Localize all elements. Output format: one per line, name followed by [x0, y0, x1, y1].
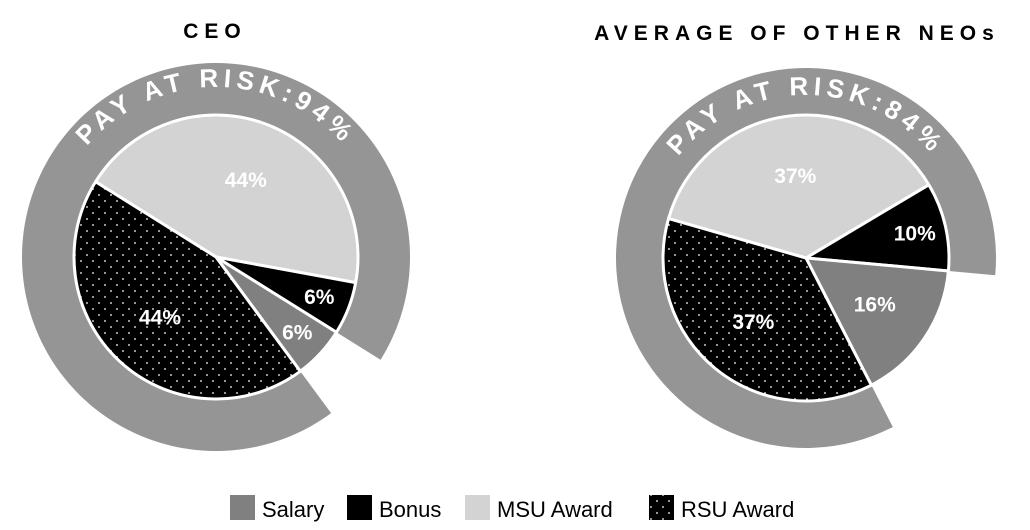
slice-label-rsu-award: 44% — [139, 306, 181, 329]
pie-slice-bonus — [804, 183, 951, 273]
legend-item-bonus: Bonus — [347, 495, 441, 522]
legend-label: MSU Award — [497, 497, 613, 522]
legend-label: Bonus — [379, 497, 441, 522]
legend-item-rsu-award: RSU Award — [649, 495, 794, 522]
legend-swatch — [230, 495, 255, 520]
ceo-chart: CEO PAY AT RISK:94% 44%6%6%44% — [22, 20, 411, 452]
pie-slice-salary — [804, 256, 950, 387]
slice-label-salary: 6% — [282, 321, 313, 344]
legend-swatch — [465, 495, 490, 520]
legend: Salary Bonus MSU Award RSU Award — [230, 495, 794, 522]
legend-swatch — [347, 495, 372, 520]
legend-swatch — [649, 495, 674, 520]
slice-label-salary: 16% — [854, 293, 896, 316]
slice-label-rsu-award: 37% — [732, 311, 774, 334]
pie-slice-rsu-award — [72, 180, 302, 401]
legend-item-salary: Salary — [230, 495, 324, 522]
chart-title: AVERAGE OF OTHER NEOs — [594, 22, 1000, 45]
slice-label-msu-award: 37% — [774, 165, 816, 188]
neo-average-chart: AVERAGE OF OTHER NEOs PAY AT RISK:84% 37… — [594, 22, 1000, 449]
legend-label: RSU Award — [681, 497, 794, 522]
legend-label: Salary — [262, 497, 324, 522]
slice-label-bonus: 6% — [304, 286, 335, 309]
legend-item-msu-award: MSU Award — [465, 495, 613, 522]
chart-title: CEO — [183, 20, 247, 43]
slice-label-msu-award: 44% — [225, 169, 267, 192]
slice-label-bonus: 10% — [894, 222, 936, 245]
pie-slice-rsu-award — [661, 217, 873, 403]
pie-slice-msu-award — [94, 113, 360, 285]
